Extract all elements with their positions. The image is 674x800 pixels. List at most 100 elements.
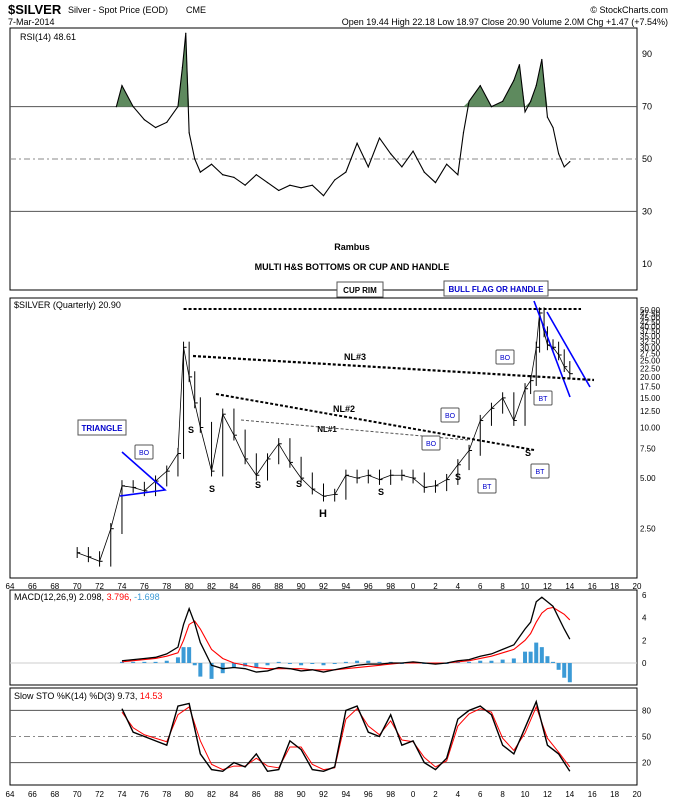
- x-tick-label: 68: [50, 582, 59, 591]
- rsi-point: [185, 32, 187, 34]
- x-tick-label-bottom: 86: [252, 790, 261, 799]
- rsi-point: [345, 171, 347, 173]
- rsi-point: [524, 111, 526, 113]
- macd-hist-bar: [355, 660, 360, 663]
- nl3-line: [192, 354, 595, 382]
- macd-hist-bar: [287, 663, 292, 664]
- bt-flag-label: BT: [539, 396, 549, 403]
- macd-hist-bar: [478, 660, 483, 663]
- rsi-point: [300, 187, 302, 189]
- rsi-overbought-fill: [116, 33, 548, 107]
- nl1-label: NL#1: [317, 425, 337, 434]
- macd-hist-bar: [528, 651, 533, 663]
- rsi-point: [188, 132, 190, 134]
- rsi-point: [434, 181, 437, 184]
- x-tick-label-bottom: 90: [297, 790, 306, 799]
- macd-hist-bar: [467, 661, 472, 663]
- rsi-point: [412, 150, 414, 152]
- macd-line: [121, 596, 571, 673]
- x-tick-label: 78: [162, 582, 171, 591]
- macd-hist-bar: [164, 660, 169, 663]
- rsi-point: [311, 184, 313, 186]
- rsi-point: [143, 119, 145, 121]
- nl2-line: [215, 393, 535, 451]
- x-tick-label: 74: [118, 582, 127, 591]
- x-tick-label-bottom: 74: [118, 790, 127, 799]
- price-tick-label: 47.50: [640, 310, 661, 319]
- macd-hist-bar: [231, 663, 236, 668]
- x-tick-label-bottom: 92: [319, 790, 328, 799]
- bo-nl1-label: BO: [445, 413, 456, 420]
- x-tick-label-bottom: 20: [633, 790, 642, 799]
- rsi-point: [401, 166, 403, 168]
- rsi-point: [334, 179, 336, 181]
- rsi-point: [356, 142, 358, 144]
- rsi-point: [199, 171, 201, 173]
- cup-rim-label: CUP RIM: [343, 286, 377, 295]
- sto-title: Slow STO %K(14) %D(3) 9.73, 14.53: [14, 691, 162, 701]
- macd-signal-value: 3.796,: [107, 592, 135, 602]
- sto-tick-label: 80: [642, 706, 651, 715]
- bo-nl1-box: [440, 407, 460, 423]
- rsi-point: [121, 85, 123, 87]
- x-tick-label: 72: [95, 582, 104, 591]
- rsi-point: [378, 137, 381, 139]
- rsi-point: [569, 161, 571, 163]
- price-tick-label: 15.00: [640, 394, 661, 403]
- rsi-point: [446, 163, 448, 165]
- x-tick-label: 98: [386, 582, 395, 591]
- bull-flag-callout: [443, 280, 549, 297]
- macd-hist-value: -1.698: [134, 592, 160, 602]
- macd-hist-bar: [377, 661, 382, 663]
- x-tick-label: 0: [411, 582, 416, 591]
- rsi-point: [535, 85, 537, 87]
- x-tick-label-bottom: 82: [207, 790, 216, 799]
- rsi-point: [502, 100, 504, 102]
- panel-frame-price: [9, 297, 638, 579]
- macd-hist-bar: [366, 660, 371, 663]
- x-tick-label: 88: [274, 582, 283, 591]
- macd-hist-bar: [489, 660, 494, 663]
- pattern-title: MULTI H&S BOTTOMS OR CUP AND HANDLE: [255, 262, 450, 272]
- x-tick-label: 18: [610, 582, 619, 591]
- x-tick-label-bottom: 8: [500, 790, 505, 799]
- price-tick-label: 42.50: [640, 318, 661, 327]
- macd-hist-bar: [175, 657, 180, 663]
- x-tick-label-bottom: 80: [185, 790, 194, 799]
- rsi-point: [154, 126, 157, 129]
- bt-flag-box: [533, 390, 553, 406]
- x-tick-label-bottom: 10: [521, 790, 530, 799]
- s-label: S: [525, 448, 531, 458]
- rsi-tick-label: 30: [642, 206, 652, 216]
- rsi-point: [177, 106, 179, 108]
- rsi-point: [115, 106, 117, 108]
- macd-hist-bar: [310, 663, 315, 664]
- rsi-point: [166, 121, 168, 123]
- x-tick-label: 94: [341, 582, 350, 591]
- price-tick-label: 7.50: [640, 445, 656, 454]
- x-tick-label: 16: [588, 582, 597, 591]
- exchange-label: CME: [186, 5, 206, 15]
- x-tick-label: 76: [140, 582, 149, 591]
- s-label: S: [296, 479, 302, 489]
- price-tick-label: 5.00: [640, 474, 656, 483]
- rsi-point: [513, 79, 515, 81]
- macd-hist-bar: [142, 661, 147, 663]
- macd-hist-bar: [567, 663, 572, 683]
- x-tick-label-bottom: 96: [364, 790, 373, 799]
- macd-hist-bar: [265, 663, 270, 666]
- x-tick-label-bottom: 94: [341, 790, 350, 799]
- brand-label: © StockCharts.com: [590, 5, 668, 15]
- symbol-title: $SILVER: [8, 2, 62, 17]
- s-label: S: [455, 472, 461, 482]
- x-tick-label-bottom: 0: [411, 790, 416, 799]
- rsi-point: [289, 184, 291, 186]
- rsi-point: [541, 58, 543, 61]
- macd-hist-bar: [556, 663, 561, 670]
- x-tick-label-bottom: 76: [140, 790, 149, 799]
- rsi-point: [132, 106, 134, 108]
- macd-hist-bar: [321, 663, 326, 666]
- x-tick-label-bottom: 16: [588, 790, 597, 799]
- price-tick-label: 45.00: [640, 314, 661, 323]
